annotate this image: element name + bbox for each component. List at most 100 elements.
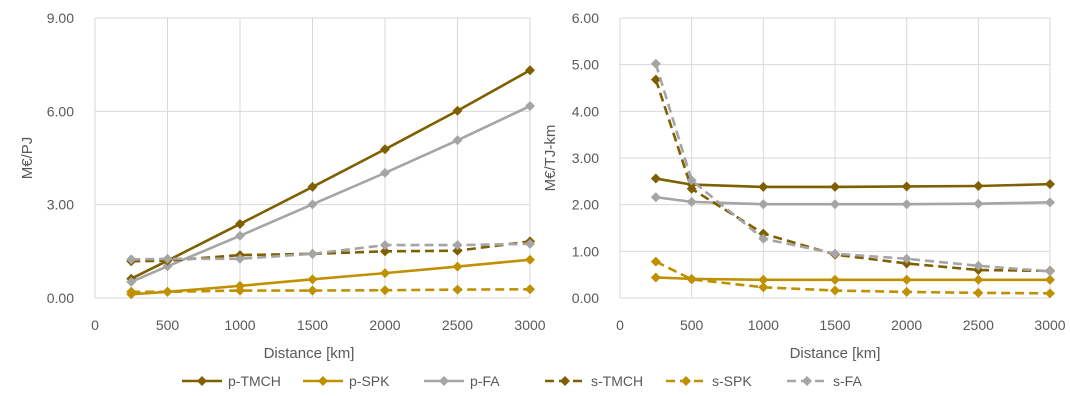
legend-label-s-fa: s-FA [833, 373, 862, 389]
left-marker-p-spk [452, 261, 463, 272]
right-marker-s-spk [686, 274, 697, 285]
left-marker-p-tmch [235, 218, 245, 229]
right-marker-s-spk [973, 287, 984, 298]
right-marker-p-tmch [1045, 179, 1055, 190]
right-marker-p-tmch [973, 181, 984, 191]
left-series-line-p-tmch [130, 69, 531, 280]
right-marker-p-spk [973, 274, 984, 285]
right-marker-s-fa [686, 175, 697, 186]
right-marker-s-fa [650, 58, 661, 69]
left-marker-p-spk [525, 254, 535, 265]
legend-marker-p-spk [318, 376, 328, 386]
right-marker-s-fa [973, 260, 984, 271]
right-marker-p-fa [758, 199, 769, 210]
right-marker-p-spk [901, 274, 912, 285]
right-x-tick-label: 2000 [891, 317, 922, 333]
right-marker-s-spk [758, 282, 769, 293]
right-y-tick-label: 5.00 [572, 57, 599, 73]
legend-label-p-spk: p-SPK [349, 373, 390, 389]
left-x-axis-title: Distance [km] [264, 345, 355, 362]
right-marker-s-spk [650, 256, 661, 267]
legend-label-p-tmch: p-TMCH [228, 373, 281, 389]
right-x-tick-label: 2500 [963, 317, 994, 333]
right-marker-p-tmch [758, 181, 769, 192]
legend-marker-s-tmch [560, 376, 570, 386]
right-marker-p-fa [973, 198, 984, 209]
left-marker-s-spk [452, 284, 463, 295]
legend-label-s-tmch: s-TMCH [591, 373, 643, 389]
left-marker-p-fa [126, 276, 137, 287]
right-marker-s-spk [830, 285, 840, 296]
right-marker-s-spk [1045, 288, 1055, 299]
left-marker-s-tmch [380, 246, 390, 257]
right-y-tick-label: 6.00 [572, 10, 599, 26]
left-marker-s-fa [307, 248, 318, 259]
right-series-line-s-tmch [654, 79, 1051, 273]
legend-marker-s-fa [802, 376, 812, 386]
right-x-axis-title: Distance [km] [790, 345, 881, 362]
left-marker-p-spk [307, 274, 318, 285]
right-marker-s-fa [830, 248, 840, 259]
left-marker-p-tmch [525, 65, 535, 76]
left-marker-s-fa [162, 253, 173, 264]
right-marker-s-tmch [686, 183, 697, 194]
left-marker-s-fa [452, 240, 463, 251]
left-y-tick-label: 0.00 [47, 290, 74, 306]
left-y-axis-title: M€/PJ [19, 137, 36, 180]
right-marker-p-spk [758, 274, 769, 285]
legend-marker-p-tmch [197, 376, 207, 386]
left-series-line-p-fa [130, 104, 531, 284]
left-x-tick-label: 0 [91, 317, 99, 333]
legend-marker-p-fa [439, 376, 449, 386]
left-marker-p-tmch [307, 181, 318, 192]
left-marker-p-fa [307, 199, 318, 210]
right-marker-p-tmch [830, 181, 840, 192]
right-marker-s-spk [901, 286, 912, 297]
left-chart-panel: Distance [km] M€/PJ 0 500 1000 1500 2000 2500… [19, 10, 546, 362]
right-marker-p-spk [650, 272, 661, 283]
right-x-tick-label: 1000 [748, 317, 779, 333]
right-marker-p-fa [1045, 197, 1055, 208]
left-y-tick-label: 6.00 [47, 103, 74, 119]
right-x-tick-label: 1500 [819, 317, 850, 333]
right-series-line-p-tmch [655, 177, 1051, 189]
right-y-axis-title: M€/TJ-km [542, 125, 559, 192]
legend-marker-s-spk [681, 376, 691, 386]
right-marker-p-tmch [901, 181, 912, 192]
left-marker-p-fa [452, 135, 463, 146]
right-marker-p-fa [901, 199, 912, 210]
right-chart-panel: Distance [km] M€/TJ-km 0 500 1000 1500 2000 2… [542, 10, 1066, 362]
left-marker-p-fa [525, 101, 535, 112]
right-x-tick-label: 500 [680, 317, 704, 333]
left-x-tick-label: 3000 [514, 317, 545, 333]
left-marker-s-fa [525, 238, 535, 249]
right-series-line-s-spk [655, 260, 1051, 295]
right-marker-p-fa [650, 192, 661, 203]
left-marker-p-fa [380, 167, 390, 178]
left-marker-p-tmch [380, 144, 390, 155]
right-marker-p-tmch [650, 173, 661, 184]
left-y-tick-label: 9.00 [47, 10, 74, 26]
left-marker-s-spk [126, 286, 137, 297]
left-marker-s-spk [307, 285, 318, 296]
right-series-line-s-fa [654, 63, 1051, 273]
right-y-tick-label: 0.00 [572, 290, 599, 306]
right-marker-p-fa [686, 196, 697, 207]
left-x-tick-label: 1000 [224, 317, 255, 333]
right-marker-s-tmch [650, 74, 661, 85]
legend-label-s-spk: s-SPK [712, 373, 752, 389]
right-marker-p-fa [830, 199, 840, 210]
left-marker-s-spk [525, 284, 535, 295]
left-marker-s-spk [235, 285, 245, 296]
right-y-tick-label: 3.00 [572, 150, 599, 166]
right-x-tick-label: 0 [616, 317, 624, 333]
right-marker-s-fa [901, 253, 912, 264]
right-y-tick-label: 2.00 [572, 197, 599, 213]
left-x-tick-label: 1500 [297, 317, 328, 333]
left-marker-s-tmch [452, 245, 463, 256]
left-marker-p-tmch [452, 105, 463, 116]
left-x-tick-label: 2000 [369, 317, 400, 333]
left-marker-p-spk [380, 268, 390, 279]
right-marker-s-fa [758, 233, 769, 244]
